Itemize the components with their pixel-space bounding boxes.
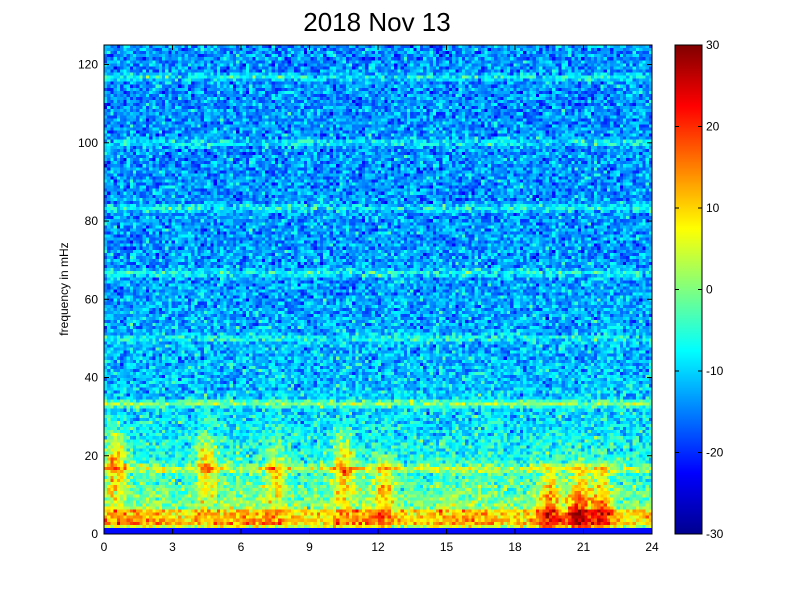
y-tick-label: 80	[85, 214, 99, 228]
x-axis-ticks: 0 3 6 9 12 15 18 21 24	[101, 45, 659, 554]
x-tick-label: 9	[306, 540, 313, 554]
colorbar-ticks: 30 20 10 0 -10 -20 -30	[675, 38, 724, 541]
y-axis-label: frequency in mHz	[57, 242, 71, 335]
colorbar-tick-label: -30	[706, 527, 724, 541]
colorbar-tick-label: 30	[706, 38, 720, 52]
y-tick-label: 20	[85, 449, 99, 463]
x-tick-label: 15	[440, 540, 454, 554]
x-tick-label: 24	[645, 540, 659, 554]
colorbar-tick-label: 20	[706, 120, 720, 134]
spectrogram-heatmap	[104, 45, 652, 534]
x-tick-label: 0	[101, 540, 108, 554]
colorbar-tick-label: 10	[706, 201, 720, 215]
chart-title: 2018 Nov 13	[303, 7, 450, 37]
colorbar-gradient	[674, 44, 703, 535]
colorbar: 30 20 10 0 -10 -20 -30	[674, 38, 724, 541]
y-tick-label: 120	[78, 58, 98, 72]
y-tick-label: 60	[85, 292, 99, 306]
spectrogram-plot: 0 3 6 9 12 15 18 21 24 0 20 40 60 80 100 120 frequency…	[57, 44, 659, 554]
colorbar-tick-label: -20	[706, 446, 724, 460]
y-axis-ticks: 0 20 40 60 80 100 120	[78, 58, 652, 541]
colorbar-tick-label: -10	[706, 364, 724, 378]
colorbar-tick-label: 0	[706, 283, 713, 297]
y-tick-label: 100	[78, 136, 98, 150]
y-tick-label: 0	[91, 527, 98, 541]
x-tick-label: 12	[371, 540, 385, 554]
x-tick-label: 3	[169, 540, 176, 554]
x-tick-label: 6	[238, 540, 245, 554]
x-tick-label: 21	[577, 540, 591, 554]
x-tick-label: 18	[508, 540, 522, 554]
y-tick-label: 40	[85, 371, 99, 385]
